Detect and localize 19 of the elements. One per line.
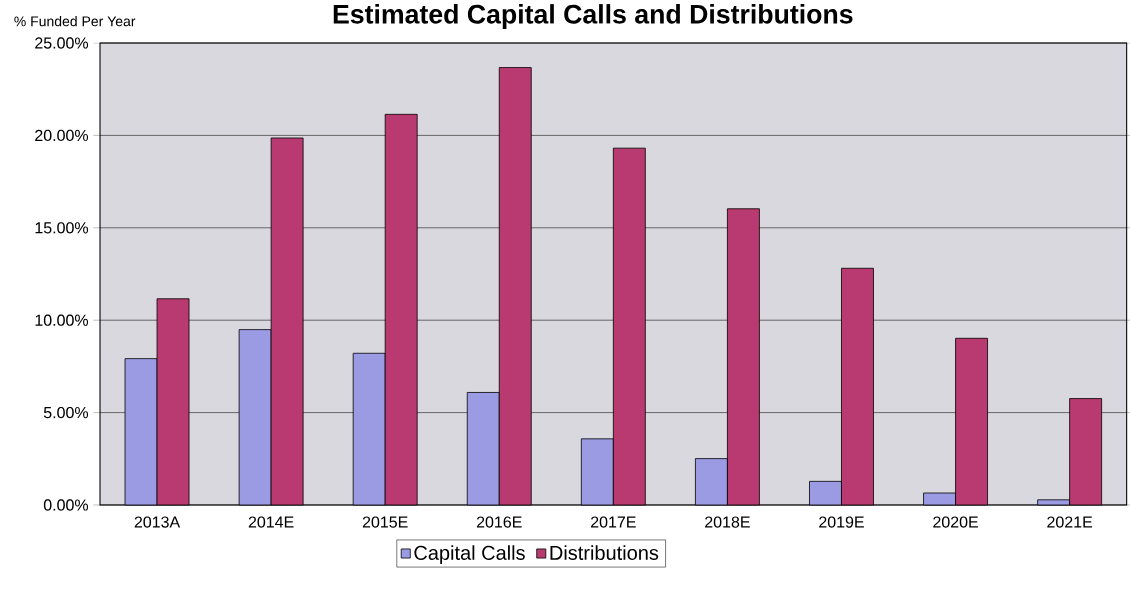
- y-tick-label: 20.00%: [35, 129, 89, 142]
- y-axis-title: % Funded Per Year: [14, 16, 136, 27]
- x-tick-label: 2021E: [1047, 516, 1093, 528]
- y-tick-label: 15.00%: [35, 222, 89, 234]
- x-tick-label: 2018E: [705, 516, 750, 528]
- legend-label: Distributions: [550, 545, 659, 560]
- y-tick-label: 25.00%: [35, 37, 89, 49]
- y-tick-label: 10.00%: [35, 314, 89, 326]
- x-tick-label: 2015E: [362, 516, 408, 528]
- y-tick-label: 5.00%: [43, 406, 89, 419]
- x-tick-label: 2014E: [248, 516, 294, 528]
- legend-label: Capital Calls: [414, 545, 525, 564]
- chart-title: Estimated Capital Calls and Distributions: [333, 4, 853, 29]
- x-tick-label: 2016E: [476, 516, 522, 528]
- y-tick-label: 0.00%: [43, 499, 89, 511]
- x-tick-label: 2013A: [134, 516, 181, 528]
- x-tick-label: 2019E: [819, 516, 864, 528]
- x-tick-label: 2017E: [591, 516, 636, 528]
- x-tick-label: 2020E: [933, 516, 978, 528]
